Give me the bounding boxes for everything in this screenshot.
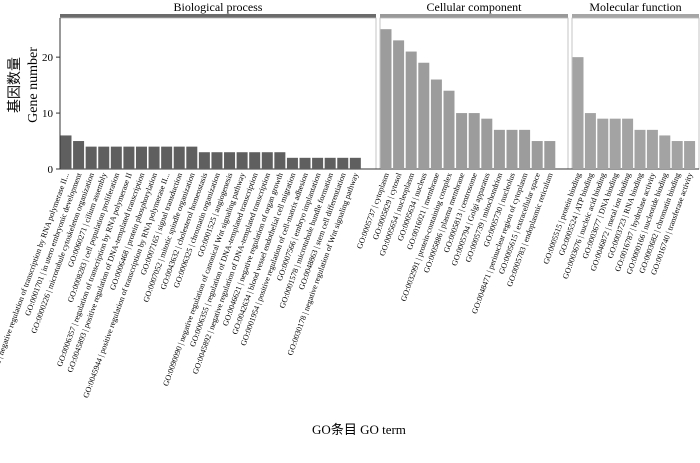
bar bbox=[337, 157, 349, 169]
bar bbox=[443, 90, 455, 169]
bar bbox=[659, 135, 671, 169]
bar bbox=[671, 141, 683, 169]
bar bbox=[198, 152, 210, 169]
bar bbox=[393, 40, 405, 170]
bar bbox=[622, 118, 634, 169]
bar bbox=[468, 113, 480, 169]
bar bbox=[418, 62, 430, 170]
bar bbox=[597, 118, 609, 169]
bars bbox=[60, 29, 696, 170]
bar bbox=[531, 141, 543, 169]
bar bbox=[286, 157, 298, 169]
bar bbox=[634, 129, 646, 169]
bar bbox=[405, 51, 417, 169]
bar bbox=[249, 152, 261, 169]
y-tick-label: 0 bbox=[48, 164, 54, 176]
bar bbox=[73, 141, 85, 169]
bar bbox=[584, 113, 596, 169]
bar bbox=[186, 146, 198, 169]
y-tick-label: 10 bbox=[42, 108, 54, 120]
y-axis-label-cn: 基因数量 bbox=[6, 57, 23, 113]
x-axis-label: GO条目 GO term bbox=[312, 422, 406, 437]
bar bbox=[148, 146, 160, 169]
panel-title: Cellular component bbox=[427, 0, 523, 14]
panel-header-bar bbox=[572, 14, 699, 18]
bar bbox=[236, 152, 248, 169]
bar bbox=[544, 141, 556, 169]
bar bbox=[380, 29, 392, 170]
panel-title: Biological process bbox=[174, 0, 263, 14]
bar bbox=[224, 152, 236, 169]
bar bbox=[161, 146, 173, 169]
bar bbox=[572, 57, 584, 169]
bar bbox=[312, 157, 324, 169]
y-tick-label: 20 bbox=[42, 52, 54, 64]
bar bbox=[60, 135, 72, 169]
bar bbox=[456, 113, 468, 169]
bar bbox=[519, 129, 531, 169]
bar bbox=[609, 118, 621, 169]
bar bbox=[646, 129, 658, 169]
y-axis: 0 10 20 bbox=[42, 18, 61, 176]
bar bbox=[684, 141, 696, 169]
bar bbox=[493, 129, 505, 169]
panel-frame bbox=[59, 17, 377, 170]
bar bbox=[506, 129, 518, 169]
bar bbox=[98, 146, 110, 169]
y-axis-label-en: Gene number bbox=[26, 47, 41, 123]
bar bbox=[430, 79, 442, 169]
x-tick-labels: GO:0000122 | negative regulation of tran… bbox=[0, 171, 694, 401]
bar bbox=[173, 146, 185, 169]
bar bbox=[123, 146, 135, 169]
bar bbox=[349, 157, 361, 169]
bar bbox=[135, 146, 147, 169]
bar bbox=[261, 152, 273, 169]
panel-title: Molecular function bbox=[589, 0, 681, 14]
panel-headers: Biological process Cellular component Mole… bbox=[60, 0, 699, 18]
bar bbox=[299, 157, 311, 169]
bar bbox=[85, 146, 97, 169]
bar bbox=[274, 152, 286, 169]
bar bbox=[211, 152, 223, 169]
panel-header-bar bbox=[380, 14, 568, 18]
bar bbox=[110, 146, 122, 169]
bar bbox=[481, 118, 493, 169]
bar bbox=[324, 157, 336, 169]
panel-header-bar bbox=[60, 14, 376, 18]
